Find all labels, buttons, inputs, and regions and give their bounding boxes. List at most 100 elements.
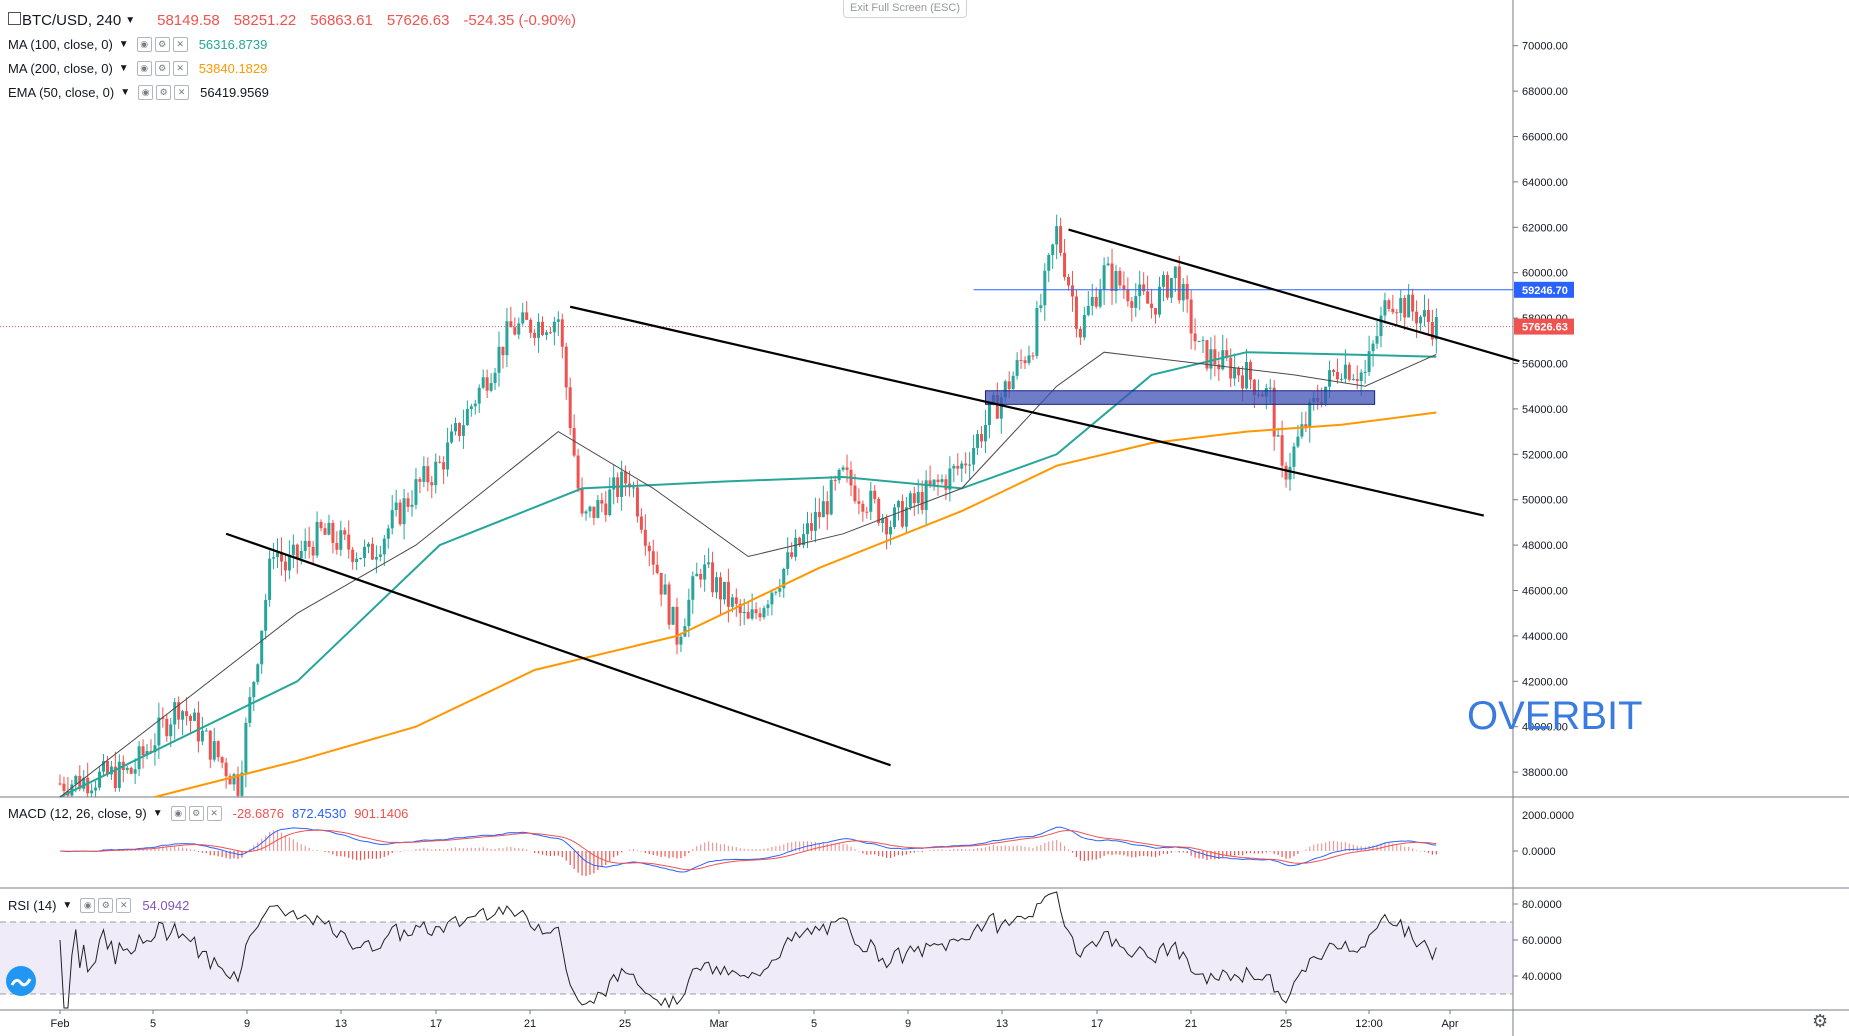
eye-icon[interactable]: ◉ [80, 897, 96, 913]
candle-body [355, 558, 359, 563]
candle-body [1221, 350, 1225, 370]
candle-body [711, 562, 715, 593]
x-tick-label: 25 [619, 1018, 631, 1030]
indicator-ema50[interactable]: EMA (50, close, 0) ▼ ◉ ⚙ ✕ 56419.9569 [8, 84, 269, 100]
candle-body [675, 606, 679, 645]
candle-body [908, 493, 912, 508]
candle-body [976, 434, 980, 448]
candle-body [1422, 310, 1426, 317]
candle-body [643, 529, 647, 546]
tradingview-logo-icon[interactable] [6, 966, 36, 996]
candle-body [276, 552, 280, 558]
candle-body [505, 321, 509, 356]
candle-body [995, 395, 999, 419]
gear-icon[interactable]: ⚙ [1812, 1011, 1829, 1031]
candle-body [663, 584, 667, 595]
candle-body [738, 603, 742, 614]
chevron-down-icon[interactable]: ▼ [62, 899, 73, 911]
gear-icon[interactable]: ⚙ [156, 84, 172, 100]
candle-body [529, 319, 533, 333]
candle-body [794, 537, 798, 557]
candle-body [58, 783, 62, 785]
candle-body [343, 530, 347, 535]
close-icon[interactable]: ✕ [172, 36, 188, 52]
menu-icon[interactable] [8, 12, 21, 25]
eye-icon[interactable]: ◉ [170, 805, 186, 821]
candle-body [825, 501, 829, 515]
candle-body [742, 611, 746, 614]
indicator-rsi[interactable]: RSI (14) ▼ ◉ ⚙ ✕ 54.0942 [8, 897, 190, 913]
candle-body [655, 564, 659, 573]
chevron-down-icon[interactable]: ▼ [120, 86, 131, 98]
candle-body [1363, 372, 1367, 374]
candle-body [928, 480, 932, 486]
chevron-down-icon[interactable]: ▼ [118, 62, 129, 74]
candle-body [1272, 387, 1276, 437]
candle-body [374, 556, 378, 560]
candle-body [537, 321, 541, 338]
candle-body [252, 681, 256, 698]
exit-fullscreen-button[interactable]: Exit Full Screen (ESC) [843, 0, 967, 18]
candle-body [1268, 387, 1272, 389]
x-tick-label: 25 [1280, 1018, 1292, 1030]
candle-body [1059, 226, 1063, 253]
close-icon[interactable]: ✕ [206, 805, 222, 821]
candle-body [113, 766, 117, 788]
candle-body [983, 424, 987, 442]
indicator-ma200[interactable]: MA (200, close, 0) ▼ ◉ ⚙ ✕ 53840.1829 [8, 60, 268, 76]
eye-icon[interactable]: ◉ [138, 84, 154, 100]
y-tick-label: 68000.00 [1522, 86, 1568, 98]
candle-body [718, 577, 722, 600]
main-legend: BTC/USD, 240 ▼ 58149.58 58251.22 56863.6… [8, 7, 576, 33]
y-tick-label: 50000.00 [1522, 495, 1568, 507]
macd-line-value: 872.4530 [291, 805, 347, 821]
candle-body [133, 769, 137, 774]
candle-body [1106, 263, 1110, 266]
close-icon[interactable]: ✕ [172, 60, 188, 76]
candle-body [730, 597, 734, 607]
candle-body [1134, 296, 1138, 308]
candle-body [1067, 277, 1071, 286]
candle-body [141, 746, 145, 756]
gear-icon[interactable]: ⚙ [188, 805, 204, 821]
candle-body [398, 502, 402, 525]
candle-body [161, 717, 165, 719]
candle-body [1201, 340, 1205, 342]
candle-body [869, 490, 873, 512]
candle-body [1165, 274, 1169, 298]
candle-body [315, 521, 319, 556]
close-icon[interactable]: ✕ [174, 84, 190, 100]
x-tick-label: 9 [905, 1018, 911, 1030]
candle-body [402, 498, 406, 525]
eye-icon[interactable]: ◉ [136, 36, 152, 52]
candle-body [1011, 375, 1015, 390]
candle-body [1157, 286, 1161, 315]
ma100-line [59, 351, 1437, 798]
indicator-macd[interactable]: MACD (12, 26, close, 9) ▼ ◉ ⚙ ✕ -28.6876… [8, 805, 409, 821]
gear-icon[interactable]: ⚙ [154, 60, 170, 76]
candle-body [145, 750, 149, 756]
eye-icon[interactable]: ◉ [136, 60, 152, 76]
gear-icon[interactable]: ⚙ [98, 897, 114, 913]
candle-body [651, 551, 655, 565]
chevron-down-icon[interactable]: ▼ [125, 14, 136, 26]
x-tick-label: 13 [996, 1018, 1008, 1030]
indicator-ma100[interactable]: MA (100, close, 0) ▼ ◉ ⚙ ✕ 56316.8739 [8, 36, 268, 52]
candle-body [169, 724, 173, 737]
candle-body [189, 715, 193, 721]
close-icon[interactable]: ✕ [116, 897, 132, 913]
symbol-label[interactable]: BTC/USD, 240 [22, 11, 122, 29]
chevron-down-icon[interactable]: ▼ [152, 807, 163, 819]
x-tick-label: 17 [430, 1018, 442, 1030]
candle-body [295, 544, 299, 559]
chevron-down-icon[interactable]: ▼ [118, 38, 129, 50]
candle-body [1379, 315, 1383, 337]
candle-body [1086, 305, 1090, 316]
candle-body [1114, 270, 1118, 292]
candle-body [1205, 340, 1209, 369]
candle-body [1403, 298, 1407, 318]
gear-icon[interactable]: ⚙ [154, 36, 170, 52]
x-tick-label: 13 [335, 1018, 347, 1030]
candle-body [1173, 266, 1177, 279]
